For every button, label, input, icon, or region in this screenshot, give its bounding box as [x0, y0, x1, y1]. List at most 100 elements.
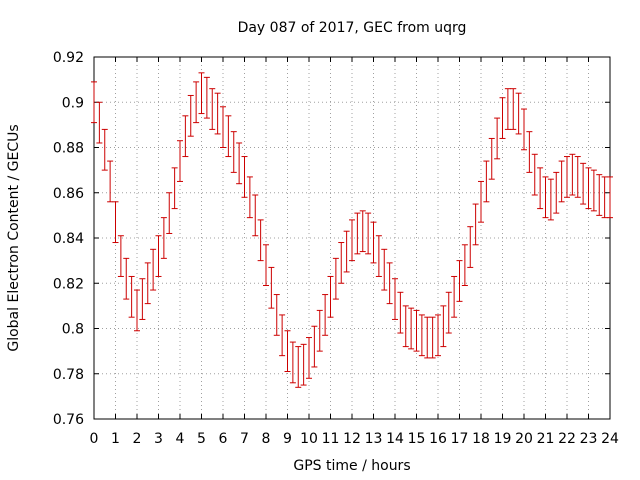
x-tick-label: 22	[558, 431, 576, 447]
data-point	[569, 153, 576, 196]
data-point	[359, 210, 366, 253]
data-point	[547, 178, 554, 221]
data-point	[241, 156, 248, 198]
data-point	[257, 219, 264, 262]
data-point	[91, 81, 97, 124]
data-point	[386, 262, 393, 305]
data-point	[408, 307, 415, 350]
data-point	[246, 176, 253, 219]
data-point	[112, 201, 119, 244]
y-tick-label: 0.82	[53, 276, 84, 292]
data-point	[263, 244, 269, 287]
data-point	[134, 289, 140, 332]
y-axis-label: Global Electron Content / GECUs	[6, 124, 22, 351]
data-point	[478, 180, 484, 223]
data-point	[553, 171, 560, 214]
data-point	[155, 235, 162, 277]
y-tick-label: 0.8	[62, 322, 84, 338]
y-tick-label: 0.92	[53, 50, 84, 66]
data-point	[289, 341, 296, 384]
data-point	[166, 192, 173, 234]
data-point	[322, 294, 329, 336]
x-tick-label: 12	[343, 431, 361, 447]
data-point	[451, 275, 458, 318]
data-point	[128, 275, 135, 318]
data-point	[349, 219, 355, 262]
data-point	[585, 167, 592, 210]
data-point	[504, 88, 511, 130]
data-point	[397, 291, 404, 334]
chart-title: Day 087 of 2017, GEC from uqrg	[238, 20, 467, 36]
data-point	[494, 117, 501, 160]
x-tick-label: 13	[365, 431, 383, 447]
data-point	[365, 212, 372, 255]
data-point	[461, 244, 468, 287]
data-point	[268, 266, 275, 309]
data-point	[117, 235, 124, 277]
data-point	[343, 230, 350, 273]
x-tick-label: 17	[451, 431, 469, 447]
x-tick-label: 9	[283, 431, 292, 447]
x-tick-label: 6	[219, 431, 228, 447]
data-point	[144, 262, 151, 305]
data-point	[306, 337, 312, 379]
data-point	[273, 294, 280, 336]
data-point	[198, 72, 205, 115]
data-point	[230, 131, 237, 173]
x-tick-label: 3	[154, 431, 163, 447]
data-point	[521, 108, 527, 151]
data-point	[510, 88, 517, 130]
data-point	[596, 174, 603, 216]
data-point	[187, 94, 194, 137]
data-point	[435, 314, 441, 357]
data-point	[209, 88, 216, 130]
data-point	[590, 169, 597, 212]
x-tick-label: 14	[386, 431, 404, 447]
data-point	[558, 160, 565, 203]
data-point	[392, 278, 398, 320]
axis-ticks: 0 1 2 3 4 5 6 7 8 9 10 11 12 13 14 15 16 17 18 19 20 21 22 23 24…	[53, 50, 619, 447]
data-point	[150, 248, 157, 291]
data-point	[429, 316, 436, 359]
data-point	[526, 131, 533, 173]
x-tick-label: 24	[601, 431, 619, 447]
data-point	[160, 217, 167, 259]
data-point	[193, 81, 200, 124]
data-point	[445, 291, 452, 334]
x-axis-label: GPS time / hours	[293, 458, 410, 474]
data-point	[214, 92, 221, 135]
data-point	[311, 325, 318, 368]
data-point	[381, 248, 388, 291]
x-tick-label: 1	[111, 431, 120, 447]
y-tick-label: 0.76	[53, 412, 84, 428]
data-point	[574, 156, 581, 198]
y-tick-label: 0.86	[53, 186, 84, 202]
x-tick-label: 16	[429, 431, 447, 447]
data-point	[564, 156, 570, 198]
data-point	[101, 128, 108, 171]
data-point	[236, 142, 243, 185]
data-point	[467, 226, 474, 268]
x-tick-label: 5	[197, 431, 206, 447]
data-point	[220, 106, 226, 148]
y-tick-label: 0.9	[62, 95, 84, 111]
x-tick-label: 15	[408, 431, 426, 447]
data-point	[171, 167, 178, 210]
data-point	[123, 257, 130, 300]
data-point	[537, 167, 544, 210]
data-point	[440, 305, 447, 348]
data-point	[177, 140, 183, 182]
x-tick-label: 7	[240, 431, 249, 447]
data-point	[456, 260, 463, 302]
y-tick-label: 0.84	[53, 231, 84, 247]
data-point	[413, 309, 420, 352]
data-point	[488, 137, 495, 180]
data-point	[203, 76, 210, 119]
x-tick-label: 21	[537, 431, 555, 447]
x-tick-label: 11	[322, 431, 340, 447]
data-point	[327, 275, 334, 318]
data-point	[338, 242, 345, 284]
data-point	[182, 115, 189, 158]
x-tick-label: 23	[580, 431, 598, 447]
